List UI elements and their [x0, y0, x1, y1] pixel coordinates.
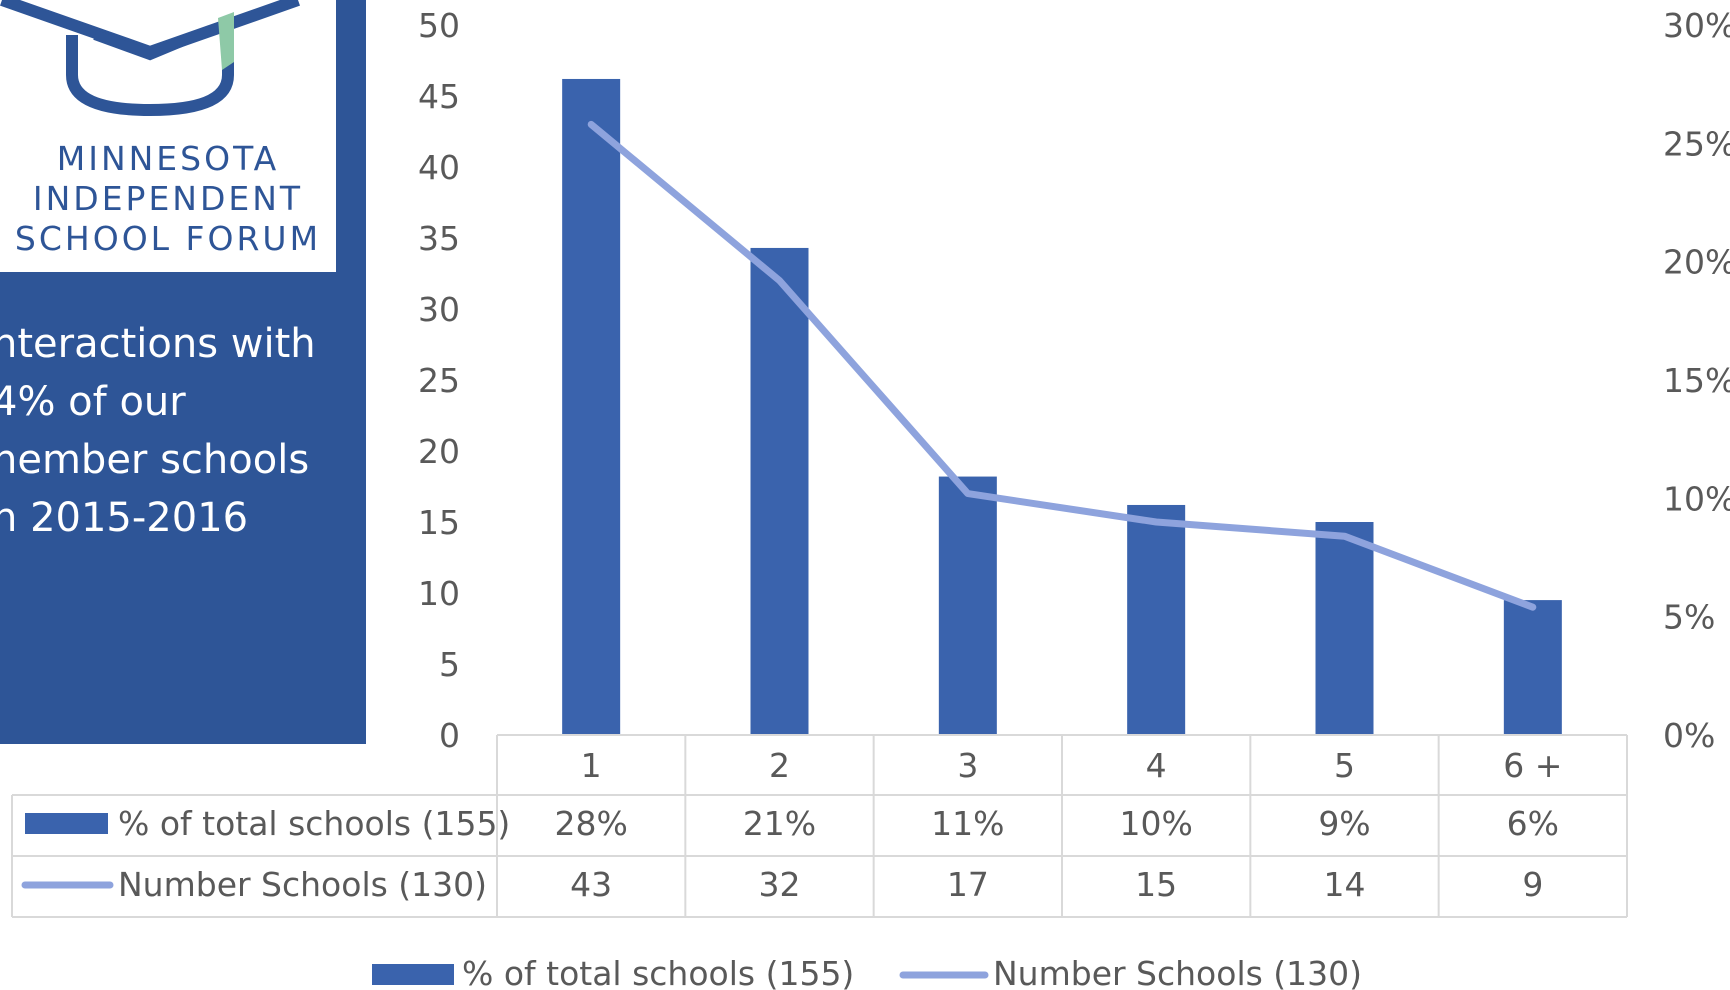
bar — [750, 247, 809, 735]
bar — [1127, 504, 1186, 735]
data-label: 32 — [759, 865, 801, 904]
data-label: 17 — [947, 865, 989, 904]
data-table: 1 2 3 4 5 6 + % of total schools (155) Number S… — [11, 734, 1628, 918]
series-line — [587, 120, 1537, 611]
panel-line: n 2015-2016 — [0, 495, 249, 541]
legend-label: Number Schools (130) — [993, 954, 1362, 990]
bar-series — [562, 78, 1562, 735]
y2-tick-label: 25% — [1663, 124, 1730, 163]
y-tick-label: 45 — [418, 77, 460, 116]
x-tick-label: 1 — [581, 746, 602, 785]
y-tick-label: 10 — [418, 574, 460, 613]
y-tick-label: 15 — [418, 503, 460, 542]
y-tick-label: 5 — [439, 645, 460, 684]
x-tick-label: 6 + — [1503, 746, 1562, 785]
panel-line: nember schools — [0, 437, 310, 483]
panel-line: nteractions with — [0, 321, 316, 367]
y-tick-label: 40 — [418, 148, 460, 187]
y-tick-label: 20 — [418, 432, 460, 471]
table-row-label: % of total schools (155) — [118, 804, 510, 843]
y-axis-right: 0% 5% 10% 15% 20% 25% 30% — [1663, 6, 1730, 755]
data-label: 15 — [1135, 865, 1177, 904]
panel-description: nteractions with 4% of our nember school… — [0, 315, 364, 547]
y2-tick-label: 20% — [1663, 243, 1730, 282]
y2-tick-label: 30% — [1663, 6, 1730, 45]
data-label: 9 — [1522, 865, 1543, 904]
logo: MINNESOTA INDEPENDENT SCHOOL FORUM — [0, 0, 336, 272]
data-label: 43 — [570, 865, 612, 904]
y-tick-label: 0 — [439, 716, 460, 755]
y2-tick-label: 0% — [1663, 716, 1715, 755]
legend: % of total schools (155) Number Schools (… — [372, 954, 1362, 990]
data-label: 28% — [554, 804, 627, 843]
logo-text-line3: SCHOOL FORUM — [14, 219, 322, 258]
x-tick-label: 2 — [769, 746, 790, 785]
y2-tick-label: 15% — [1663, 361, 1730, 400]
table-row-label: Number Schools (130) — [118, 865, 487, 904]
y-axis-left: 0 5 10 15 20 25 30 35 40 45 50 — [418, 6, 460, 755]
panel-line: 4% of our — [0, 379, 186, 425]
data-label: 14 — [1324, 865, 1366, 904]
logo-text-line1: MINNESOTA — [56, 139, 280, 178]
y-tick-label: 35 — [418, 219, 460, 258]
legend-label: % of total schools (155) — [462, 954, 854, 990]
bar — [1503, 600, 1562, 735]
x-tick-label: 4 — [1146, 746, 1167, 785]
data-label: 10% — [1119, 804, 1192, 843]
legend-swatch-bar — [372, 964, 454, 985]
y-tick-label: 30 — [418, 290, 460, 329]
bar — [562, 78, 621, 735]
info-panel: MINNESOTA INDEPENDENT SCHOOL FORUM ntera… — [0, 0, 366, 744]
x-tick-label: 3 — [957, 746, 978, 785]
data-label: 9% — [1318, 804, 1370, 843]
logo-text-line2: INDEPENDENT — [32, 179, 304, 218]
line-series — [587, 120, 1537, 611]
y2-tick-label: 10% — [1663, 479, 1730, 518]
y-tick-label: 25 — [418, 361, 460, 400]
y2-tick-label: 5% — [1663, 598, 1715, 637]
y-tick-label: 50 — [418, 6, 460, 45]
data-label: 21% — [743, 804, 816, 843]
graduation-cap-icon — [0, 0, 300, 117]
data-label: 11% — [931, 804, 1004, 843]
table-key-bar — [25, 813, 108, 834]
bar — [938, 476, 997, 735]
data-label: 6% — [1507, 804, 1559, 843]
bar — [1315, 522, 1374, 735]
x-tick-label: 5 — [1334, 746, 1355, 785]
